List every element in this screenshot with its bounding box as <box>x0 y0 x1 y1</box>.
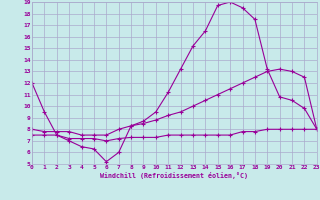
X-axis label: Windchill (Refroidissement éolien,°C): Windchill (Refroidissement éolien,°C) <box>100 172 248 179</box>
